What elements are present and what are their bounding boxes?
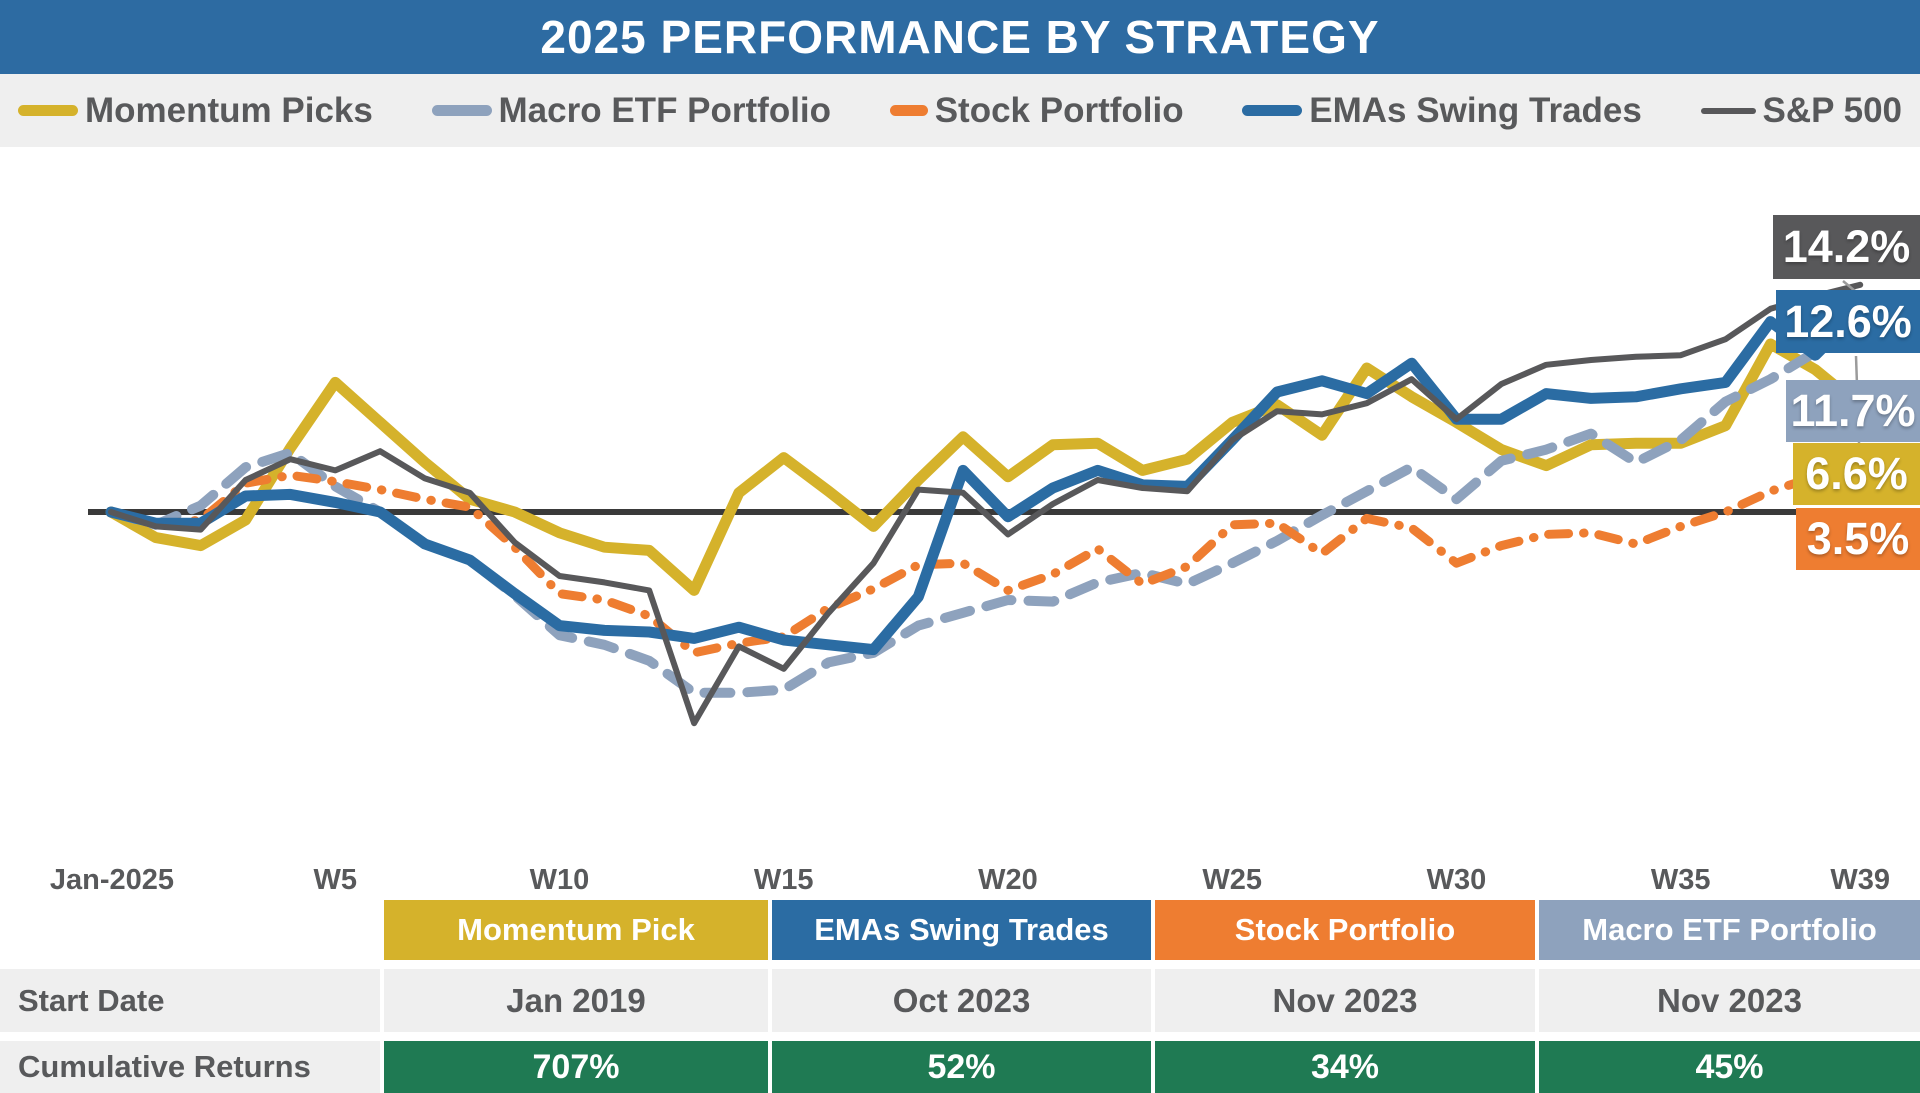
legend-item-s-p-500: S&P 500 (1700, 90, 1902, 131)
cumulative-return-macro-etf-portfolio: 45% (1539, 1041, 1920, 1093)
legend-swatch-icon (18, 105, 78, 116)
column-header-stock-portfolio: Stock Portfolio (1155, 900, 1535, 960)
strategy-summary-table: Momentum Pick EMAs Swing Trades Stock Port… (0, 900, 1920, 1093)
x-tick-jan-2025: Jan-2025 (49, 864, 175, 896)
column-header-momentum-pick: Momentum Pick (384, 900, 768, 960)
x-tick-w20: W20 (978, 864, 1038, 896)
row-label-cumulative-returns: Cumulative Returns (0, 1041, 380, 1093)
x-tick-w15: W15 (753, 864, 814, 896)
x-tick-w25: W25 (1202, 864, 1263, 896)
table-corner-spacer (0, 900, 380, 960)
legend-label: Momentum Picks (85, 90, 373, 130)
start-date-stock-portfolio: Nov 2023 (1155, 969, 1535, 1032)
legend-swatch-icon (1700, 107, 1756, 114)
series-line-macro-etf-portfolio (106, 319, 1866, 698)
legend-swatch-icon (1242, 105, 1303, 116)
title-bar: 2025 PERFORMANCE BY STRATEGY (0, 0, 1920, 74)
chart-legend: Momentum Picks Macro ETF Portfolio Stock P… (0, 74, 1920, 147)
x-tick-w39: W39 (1830, 864, 1890, 896)
legend-swatch-icon (889, 105, 928, 116)
row-label-start-date: Start Date (0, 969, 380, 1032)
cumulative-return-stock-portfolio: 34% (1155, 1041, 1535, 1093)
series-line-emas-swing-trades (105, 304, 1866, 656)
legend-item-momentum-picks: Momentum Picks (18, 91, 373, 131)
series-line-momentum-picks (105, 338, 1866, 596)
end-label-macro-etf-portfolio: 11.7% (1786, 380, 1920, 442)
legend-item-emas-swing-trades: EMAs Swing Trades (1242, 91, 1642, 131)
legend-swatch-icon (431, 105, 492, 116)
legend-item-macro-etf-portfolio: Macro ETF Portfolio (431, 90, 832, 131)
legend-label: Stock Portfolio (934, 90, 1184, 130)
end-label-s-p-500: 14.2% (1773, 215, 1920, 279)
cumulative-return-emas-swing-trades: 52% (772, 1041, 1151, 1093)
column-header-macro-etf-portfolio: Macro ETF Portfolio (1539, 900, 1920, 960)
legend-label: EMAs Swing Trades (1309, 90, 1642, 130)
performance-line-chart (88, 280, 1866, 727)
end-label-emas-swing-trades: 12.6% (1776, 290, 1920, 353)
legend-label: Macro ETF Portfolio (498, 90, 832, 130)
series-line-s-p-500 (108, 281, 1864, 727)
x-tick-w35: W35 (1650, 864, 1711, 896)
start-date-emas-swing-trades: Oct 2023 (772, 969, 1151, 1032)
column-header-emas-swing-trades: EMAs Swing Trades (772, 900, 1151, 960)
start-date-momentum-pick: Jan 2019 (384, 969, 768, 1032)
end-label-stock-portfolio: 3.5% (1796, 508, 1920, 570)
end-label-momentum-picks: 6.6% (1793, 443, 1920, 505)
x-tick-w30: W30 (1426, 864, 1487, 896)
page-title: 2025 PERFORMANCE BY STRATEGY (540, 11, 1380, 63)
start-date-macro-etf-portfolio: Nov 2023 (1539, 969, 1920, 1032)
x-tick-w5: W5 (313, 864, 358, 896)
legend-label: S&P 500 (1762, 90, 1902, 130)
cumulative-return-momentum-pick: 707% (384, 1041, 768, 1093)
series-line-stock-portfolio (106, 451, 1865, 658)
legend-item-stock-portfolio: Stock Portfolio (889, 90, 1184, 131)
x-tick-w10: W10 (529, 864, 590, 896)
